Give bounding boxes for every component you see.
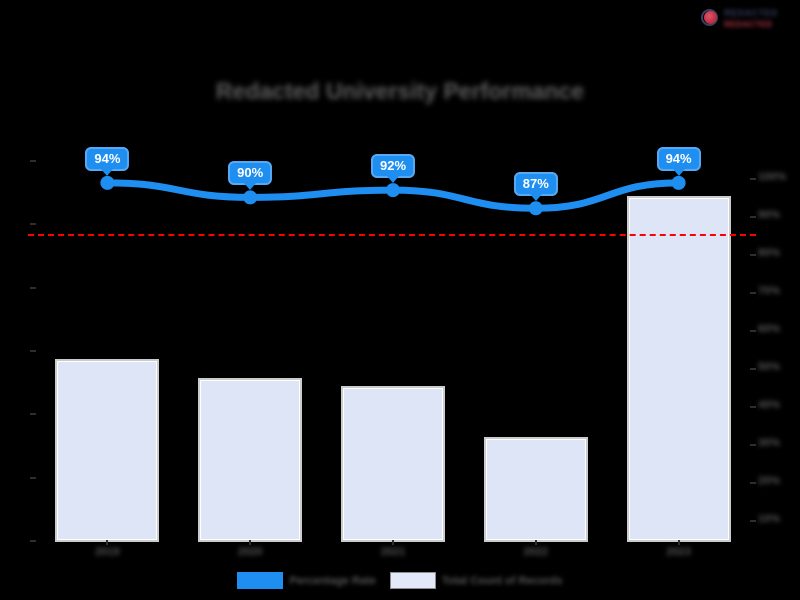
y-axis-right-tick [750,292,756,294]
y-axis-left-tick [30,286,36,289]
legend-label-line: Percentage Rate [289,574,376,587]
x-axis-tick [534,540,537,545]
y-axis-left-tick [30,540,36,542]
y-axis-right-label: 50% [758,361,781,373]
line-point-2020[interactable] [243,190,258,205]
data-callout-2022: 87% [513,172,558,197]
logo-wordmark-line1: REDACTED [724,7,779,18]
y-axis-right-tick [750,520,756,522]
data-callout-2023: 94% [656,146,701,171]
bar-2023[interactable] [628,198,729,540]
legend-label-bar: Total Count of Records [441,574,563,587]
chart-title: Redacted University Performance [215,78,585,104]
bar-2021[interactable] [343,388,443,540]
legend-swatch-line-icon [237,572,284,589]
y-axis-right-label: 10% [758,513,781,525]
y-axis-left-tick [30,413,36,416]
bar-2020[interactable] [200,380,301,540]
bar-2022[interactable] [485,438,586,540]
y-axis-left-tick [30,476,36,479]
y-axis-left-tick [30,160,36,162]
y-axis-right-label: 80% [758,247,781,259]
y-axis-right-label: 90% [758,209,781,221]
legend-item-line[interactable]: Percentage Rate [237,572,376,589]
line-point-2021[interactable] [386,183,400,198]
y-axis-right-label: 100% [758,171,787,183]
y-axis-right-tick [750,330,756,332]
line-point-2019[interactable] [100,175,115,190]
x-axis-tick [677,540,680,545]
y-axis-right-label: 70% [758,285,781,297]
y-axis-right-tick [750,482,756,484]
logo-wordmark: REDACTED REDACTED [724,8,778,29]
x-axis-label-2023: 2023 [666,546,691,558]
x-axis-tick [392,540,394,545]
y-axis-right-tick [750,368,756,370]
y-axis-right-label: 60% [758,323,781,335]
brand-logo: REDACTED REDACTED [700,4,792,32]
y-axis-right-tick [750,254,756,256]
legend-swatch-bar-icon [389,572,436,589]
y-axis-right-label: 20% [758,475,781,487]
chart-legend: Percentage Rate Total Count of Records [0,572,800,589]
data-callout-2020: 90% [228,161,273,186]
logo-mark-icon [700,8,720,28]
x-axis-label-2021: 2021 [380,546,406,558]
y-axis-left-tick [30,350,36,352]
legend-item-bar[interactable]: Total Count of Records [389,572,563,589]
plot-area: 24002000160012008004000100%90%80%70%60%5… [28,146,786,545]
x-axis-tick [249,540,252,545]
line-series-svg [100,175,686,216]
bar-2019[interactable] [57,361,158,540]
y-axis-right-tick [750,406,756,408]
y-axis-right-tick [750,178,756,180]
y-axis-left-tick [30,223,36,226]
line-point-2023[interactable] [671,175,686,190]
data-callout-2021: 92% [370,154,416,179]
target-reference-line [28,233,756,236]
y-axis-right-tick [750,444,756,446]
x-axis-label-2022: 2022 [523,546,549,558]
y-axis-right-label: 40% [758,399,781,411]
x-axis-tick [106,540,109,545]
line-point-2022[interactable] [528,201,543,216]
x-axis-label-2020: 2020 [237,546,263,558]
logo-wordmark-line2: REDACTED [724,19,773,29]
x-axis-label-2019: 2019 [95,546,120,558]
data-callout-2019: 94% [85,146,130,171]
y-axis-right-tick [750,216,756,218]
y-axis-right-label: 30% [758,437,781,449]
